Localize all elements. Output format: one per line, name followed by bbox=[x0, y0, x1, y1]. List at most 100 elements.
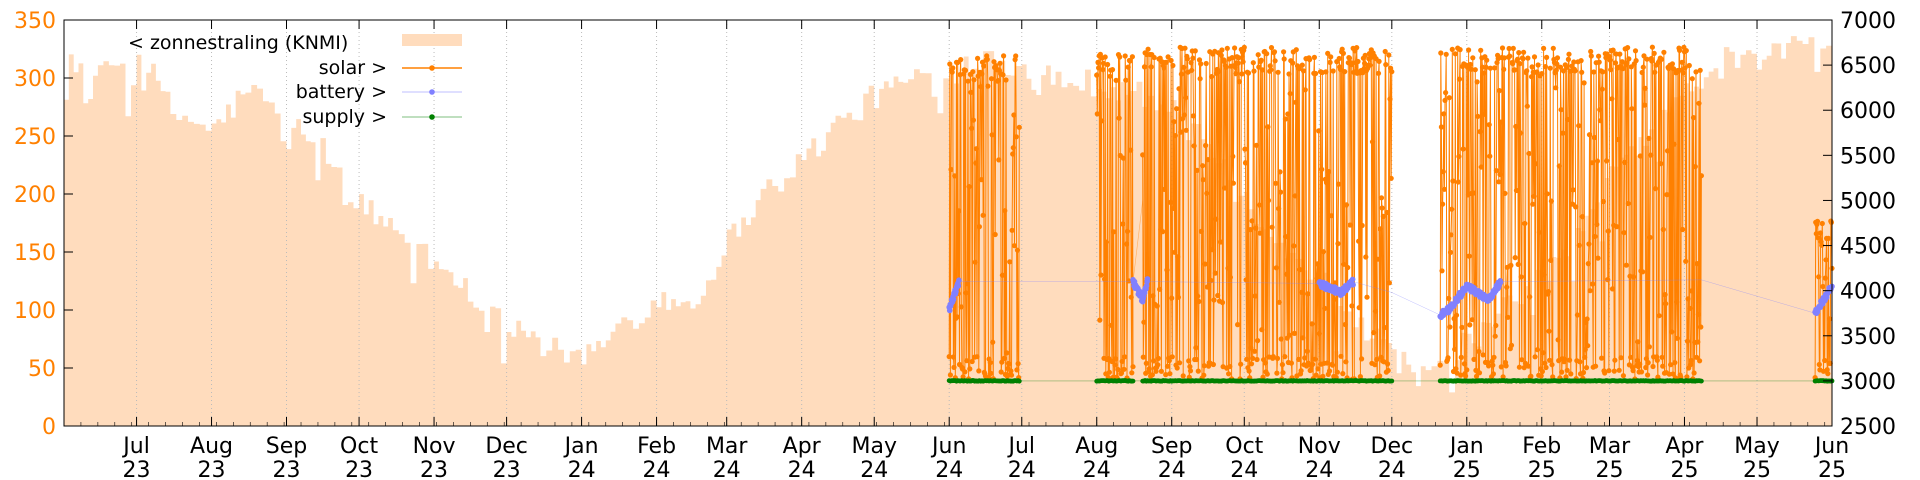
supply-series bbox=[946, 378, 1835, 384]
solar-point bbox=[1275, 69, 1281, 75]
solar-point bbox=[1302, 87, 1308, 93]
solar-point bbox=[1584, 316, 1590, 322]
solar-point bbox=[1296, 356, 1302, 362]
solar-point bbox=[1674, 299, 1680, 305]
solar-point bbox=[1203, 142, 1209, 149]
solar-point bbox=[1382, 48, 1388, 55]
solar-point bbox=[1475, 113, 1481, 119]
solar-point bbox=[1337, 66, 1343, 72]
solar-point bbox=[1496, 88, 1502, 94]
solar-point bbox=[1342, 321, 1348, 328]
solar-point bbox=[1130, 364, 1136, 370]
solar-point bbox=[1576, 242, 1582, 248]
solar-point bbox=[1642, 85, 1648, 91]
solar-point bbox=[1010, 145, 1016, 151]
solar-point bbox=[1201, 372, 1207, 378]
solar-point bbox=[1123, 241, 1129, 247]
solar-point bbox=[1594, 221, 1600, 228]
solar-point bbox=[1596, 53, 1602, 59]
solar-point bbox=[976, 368, 982, 374]
solar-point bbox=[1376, 58, 1382, 64]
solar-point bbox=[1001, 53, 1007, 59]
solar-point bbox=[1558, 107, 1564, 113]
battery-gap-connector bbox=[1353, 281, 1392, 293]
solar-point bbox=[1512, 255, 1518, 261]
x-tick-label-year: 25 bbox=[1453, 458, 1481, 480]
solar-point bbox=[1608, 67, 1614, 73]
solar-point bbox=[971, 77, 977, 83]
solar-point bbox=[1492, 65, 1498, 71]
solar-point bbox=[1145, 46, 1151, 52]
solar-point bbox=[1640, 64, 1646, 70]
solar-point bbox=[1312, 356, 1318, 362]
solar-point bbox=[1170, 62, 1176, 69]
solar-point bbox=[997, 60, 1003, 66]
solar-point bbox=[1336, 181, 1342, 187]
solar-point bbox=[1161, 186, 1168, 192]
solar-point bbox=[1440, 169, 1446, 175]
legend-label-battery: battery > bbox=[296, 81, 387, 103]
x-tick-label-month: May bbox=[1734, 434, 1779, 459]
solar-point bbox=[1541, 272, 1547, 278]
solar-point bbox=[1248, 361, 1255, 367]
x-tick-label-year: 24 bbox=[568, 458, 596, 480]
solar-point bbox=[1470, 190, 1476, 196]
solar-point bbox=[1264, 51, 1270, 57]
solar-point bbox=[1286, 71, 1292, 77]
solar-point bbox=[1557, 64, 1564, 70]
solar-point bbox=[1449, 46, 1455, 53]
solar-point bbox=[1490, 371, 1496, 377]
solar-point bbox=[1565, 56, 1571, 63]
solar-point bbox=[1230, 153, 1236, 159]
solar-point bbox=[1270, 354, 1276, 360]
solar-point bbox=[1323, 180, 1330, 186]
legend-marker-solar bbox=[429, 65, 435, 71]
solar-point bbox=[1343, 359, 1349, 365]
solar-point bbox=[966, 184, 972, 190]
solar-point bbox=[1157, 286, 1163, 292]
solar-point bbox=[1544, 191, 1550, 197]
solar-point bbox=[1099, 118, 1105, 124]
solar-point bbox=[1441, 186, 1447, 192]
solar-point bbox=[1201, 363, 1207, 369]
solar-point bbox=[1188, 60, 1194, 66]
x-tick-label-year: 23 bbox=[345, 458, 373, 480]
solar-point bbox=[1668, 362, 1674, 368]
solar-point bbox=[1647, 234, 1653, 240]
solar-point bbox=[1320, 249, 1327, 255]
solar-point bbox=[1161, 65, 1167, 71]
solar-point bbox=[1623, 262, 1629, 268]
radiation-area bbox=[64, 36, 1832, 426]
battery-point bbox=[1497, 279, 1504, 286]
solar-point bbox=[1216, 68, 1222, 75]
x-tick-label-month: Jul bbox=[121, 434, 150, 459]
x-tick-label-month: Nov bbox=[413, 434, 456, 459]
solar-point bbox=[1300, 68, 1307, 74]
solar-point bbox=[1225, 265, 1231, 271]
x-tick-label-month: Sep bbox=[1151, 434, 1192, 459]
solar-point bbox=[985, 83, 991, 89]
x-tick-label-month: Jul bbox=[1006, 434, 1035, 459]
solar-point bbox=[1377, 373, 1383, 379]
solar-point bbox=[1515, 56, 1521, 62]
legend-label-radiation: < zonnestraling (KNMI) bbox=[128, 32, 348, 54]
solar-point bbox=[1680, 70, 1686, 76]
solar-point bbox=[958, 57, 964, 63]
solar-point bbox=[1529, 64, 1535, 70]
solar-point bbox=[1661, 49, 1667, 55]
solar-point bbox=[1190, 55, 1196, 61]
solar-point bbox=[1193, 356, 1200, 363]
solar-point bbox=[1510, 61, 1516, 67]
solar-point bbox=[1103, 239, 1109, 245]
solar-point bbox=[1184, 56, 1190, 62]
solar-point bbox=[972, 259, 978, 265]
solar-point bbox=[1167, 371, 1173, 377]
solar-point bbox=[1507, 53, 1513, 59]
solar-point bbox=[1646, 135, 1652, 141]
solar-point bbox=[1554, 55, 1561, 61]
solar-point bbox=[1313, 70, 1319, 77]
solar-point bbox=[1450, 178, 1456, 184]
x-tick-label-year: 24 bbox=[1008, 458, 1036, 480]
solar-point bbox=[1496, 179, 1502, 185]
solar-point bbox=[1549, 362, 1555, 368]
